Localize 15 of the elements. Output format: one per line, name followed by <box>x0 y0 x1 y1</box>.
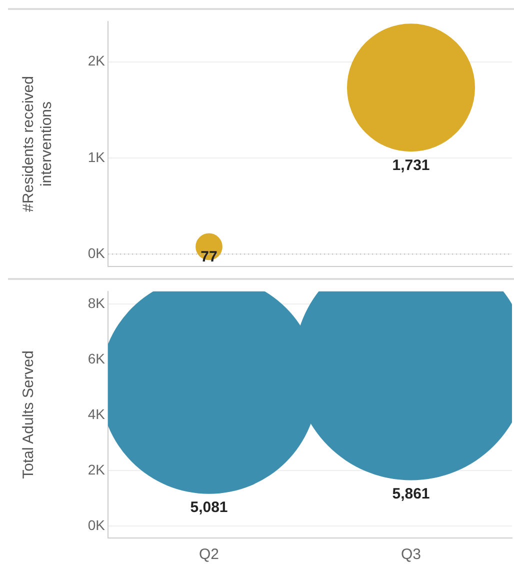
y-tick-label: 2K <box>88 461 106 478</box>
y-tick-label: 0K <box>88 244 106 261</box>
y-tick-label: 8K <box>88 294 106 311</box>
y-tick-label: 1K <box>88 148 106 165</box>
x-tick-label: Q2 <box>198 546 220 564</box>
y-tick-label: 2K <box>88 52 106 69</box>
data-label: 1,731 <box>392 156 430 174</box>
data-label: 5,861 <box>392 485 430 502</box>
x-tick-label: Q3 <box>400 546 422 564</box>
y-tick-label: 4K <box>88 406 106 422</box>
y-tick-label: 0K <box>88 516 106 533</box>
y-tick-label: 6K <box>88 350 106 366</box>
y-axis-title: #Residents received interventions <box>20 76 56 212</box>
y-axis-title: Total Adults Served <box>20 350 38 479</box>
data-label: 5,081 <box>190 499 228 516</box>
